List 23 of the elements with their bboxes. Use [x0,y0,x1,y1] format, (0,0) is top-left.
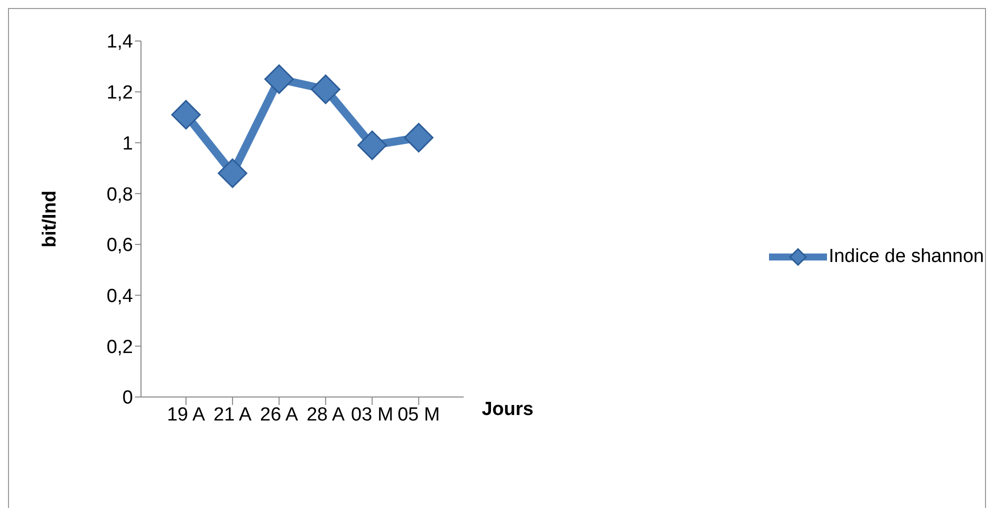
x-axis-title: Jours [482,399,534,420]
point [218,158,248,188]
y-tick-label: 0 [122,388,133,409]
y-tick-label: 0,8 [106,184,133,206]
point [357,130,387,160]
x-tick-label: 21 A [214,404,252,426]
x-tick-label: 26 A [260,404,298,426]
y-tick-label: 1 [122,133,133,154]
y-tick-label: 1,4 [106,32,134,53]
legend-label: Indice de shannon [828,246,984,268]
point [404,122,434,152]
x-tick-label: 28 A [306,404,345,426]
y-tick-label: 0,6 [106,235,133,256]
x-tick-label: 03 M [351,404,394,426]
x-tick-label: 19 A [166,404,206,426]
point [310,74,340,104]
y-tick-label: 0,2 [106,336,133,358]
y-axis-title: bit/Ind [40,190,61,248]
y-tick-label: 0,4 [106,286,134,308]
point [171,100,201,130]
y-tick-label: 1,2 [106,82,133,104]
point [264,64,294,94]
x-tick-label: 05 M [398,404,440,426]
